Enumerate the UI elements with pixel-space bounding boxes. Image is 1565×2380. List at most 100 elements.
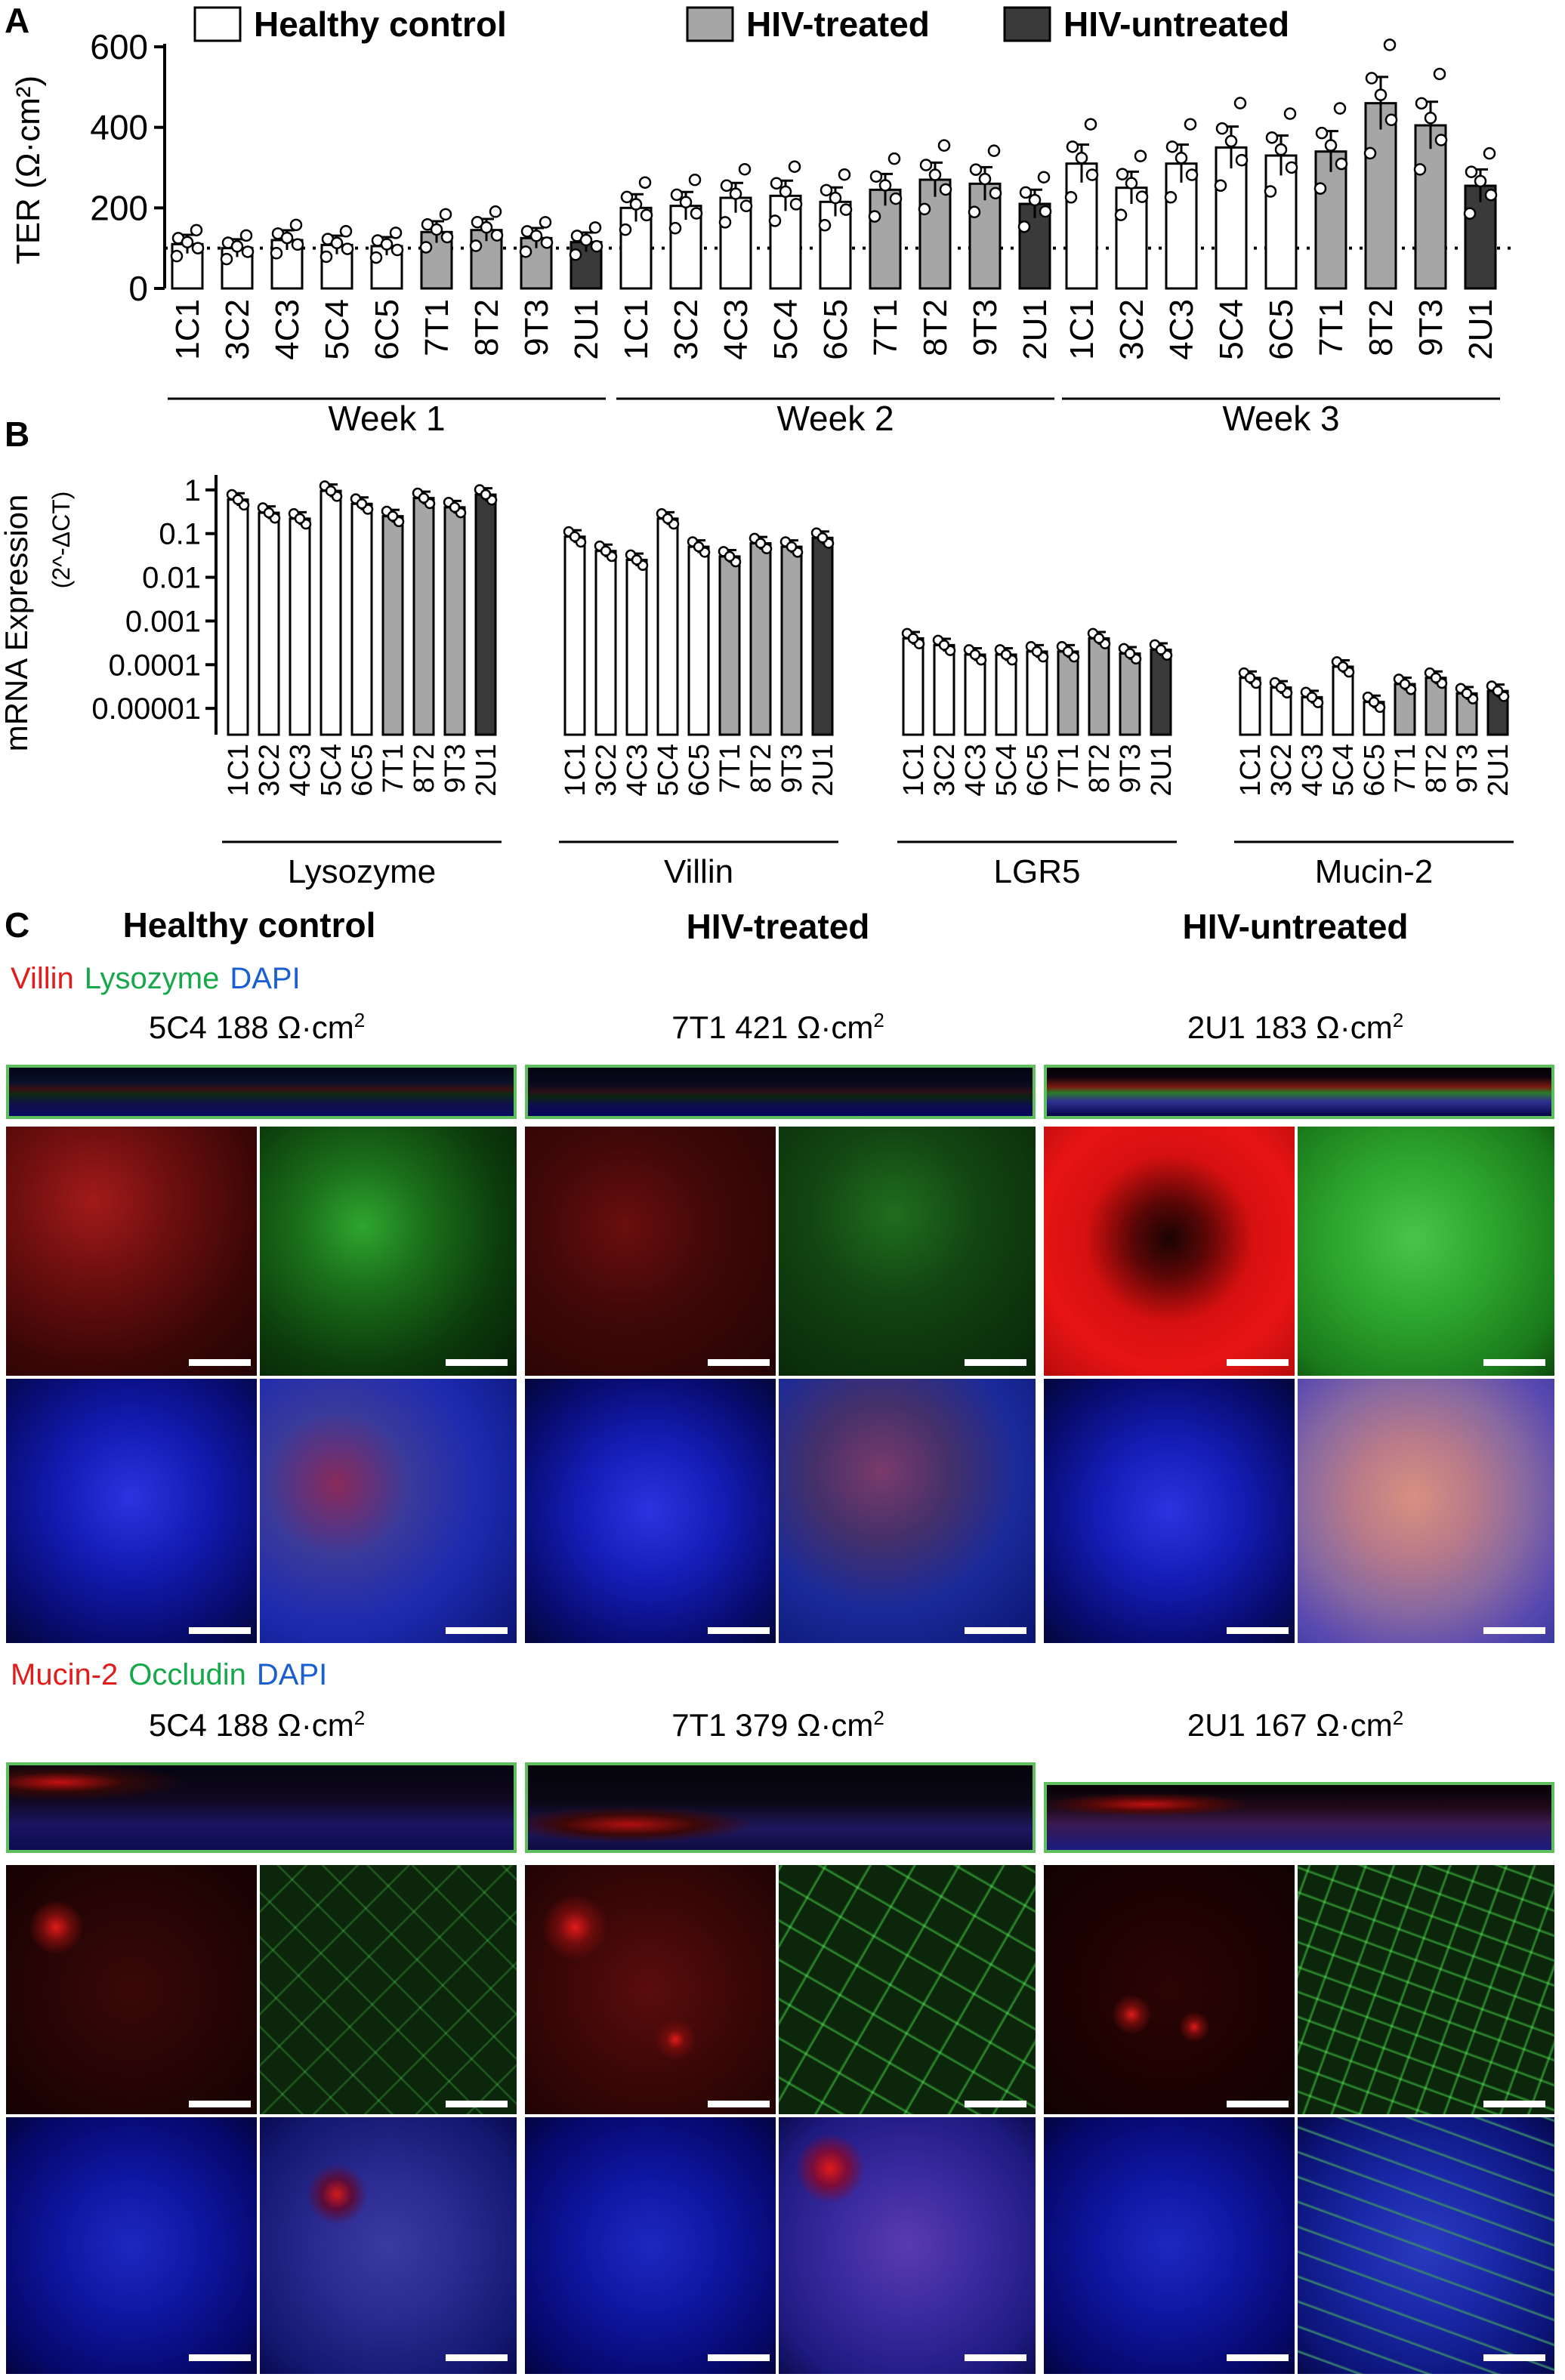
- data-point: [1424, 112, 1437, 125]
- data-point: [1285, 161, 1298, 174]
- data-point: [440, 230, 454, 244]
- group-title-hiv-treated: HIV-treated: [686, 907, 870, 946]
- data-point: [679, 196, 693, 208]
- villin-image-untreated: [1044, 1127, 1295, 1376]
- x-tick-label: 5C4: [767, 299, 804, 360]
- x-tick-label: 6C5: [347, 744, 378, 797]
- data-point: [280, 231, 294, 245]
- data-point: [230, 240, 244, 253]
- data-point: [1430, 672, 1442, 683]
- bar: [718, 555, 741, 736]
- data-point: [1062, 646, 1074, 658]
- data-point: [471, 215, 484, 229]
- bar: [933, 643, 955, 736]
- data-point: [820, 183, 833, 197]
- bar: [1364, 102, 1397, 290]
- panel-letter-c: C: [5, 905, 30, 945]
- group-title-healthy: Healthy control: [122, 905, 376, 945]
- scale-bar: [1483, 1359, 1545, 1366]
- data-point: [1039, 205, 1052, 218]
- data-point: [779, 185, 792, 199]
- x-tick-label: 9T3: [518, 299, 555, 356]
- x-tick-label: 5C4: [1328, 744, 1360, 797]
- ter-label-7t1: 7T1 421 Ω·cm2: [671, 1009, 884, 1045]
- bar: [1065, 162, 1098, 290]
- data-point: [919, 159, 933, 171]
- bar: [1215, 146, 1248, 290]
- scale-bar: [1227, 2101, 1289, 2107]
- data-point: [1093, 633, 1105, 644]
- data-point: [1474, 174, 1487, 188]
- data-point: [619, 223, 632, 236]
- data-point: [387, 510, 399, 522]
- data-point: [907, 633, 919, 644]
- x-tick-label: 7T1: [715, 744, 746, 793]
- bar: [1119, 652, 1141, 736]
- y-tick-label: 0.001: [125, 605, 201, 638]
- x-tick-label: 3C2: [1113, 299, 1150, 360]
- mucin2-image-treated: [525, 1865, 776, 2114]
- data-point: [1374, 88, 1388, 101]
- ter-label-5c4-set2: 5C4 188 Ω·cm2: [148, 1706, 366, 1743]
- x-tick-label: 2U1: [807, 744, 839, 797]
- data-point: [1019, 186, 1033, 199]
- merge-image-untreated: [1298, 1379, 1554, 1643]
- x-tick-label: 4C3: [1297, 744, 1329, 797]
- data-point: [1135, 190, 1149, 203]
- data-point: [289, 218, 303, 232]
- villin-image-healthy: [6, 1127, 257, 1376]
- x-tick-label: 8T2: [917, 299, 954, 356]
- scale-bar: [965, 2354, 1026, 2361]
- scale-bar: [446, 1627, 508, 1634]
- x-tick-label: 6C5: [817, 299, 854, 360]
- dapi-image-healthy: [6, 1379, 257, 1643]
- bar: [381, 515, 404, 736]
- data-point: [1324, 139, 1338, 152]
- bar: [1165, 162, 1198, 290]
- data-point: [1066, 140, 1079, 153]
- data-point: [480, 489, 492, 501]
- data-point: [829, 191, 842, 205]
- x-tick-label: 1C1: [1063, 299, 1100, 360]
- data-point: [720, 179, 733, 193]
- data-point: [356, 498, 368, 510]
- x-tick-label: 4C3: [285, 744, 316, 797]
- merge-image-healthy-2: [260, 2117, 517, 2374]
- data-point: [480, 220, 493, 234]
- occludin-image-healthy: [260, 1865, 517, 2114]
- x-tick-label: 5C4: [1213, 299, 1250, 360]
- data-point: [389, 227, 403, 239]
- data-point: [1465, 165, 1478, 178]
- panel-letter-b: B: [5, 415, 30, 454]
- data-point: [291, 238, 304, 251]
- scale-bar: [965, 2101, 1026, 2107]
- data-point: [1283, 107, 1297, 120]
- x-tick-label: 7T1: [867, 299, 904, 356]
- data-point: [600, 545, 612, 556]
- data-point: [390, 243, 404, 257]
- zstack-healthy-2: [6, 1762, 517, 1853]
- data-point: [369, 251, 383, 264]
- data-point: [1383, 39, 1397, 51]
- data-point: [1084, 118, 1097, 131]
- data-point: [638, 176, 652, 189]
- scale-bar: [189, 1627, 251, 1634]
- lysozyme-image-healthy: [260, 1127, 517, 1376]
- data-point: [239, 229, 253, 242]
- stain-villin: Villin: [11, 962, 74, 995]
- data-point: [1434, 134, 1448, 146]
- data-point: [889, 192, 903, 205]
- x-tick-label: 3C2: [668, 299, 705, 360]
- x-tick-label: 2U1: [471, 744, 502, 797]
- x-tick-label: 4C3: [1163, 299, 1200, 360]
- scale-bar: [189, 1359, 251, 1366]
- bar: [594, 550, 617, 736]
- data-point: [755, 538, 767, 549]
- x-tick-label: 9T3: [440, 744, 471, 793]
- data-point: [1031, 646, 1043, 658]
- data-point: [1265, 131, 1279, 144]
- stain-mucin2: Mucin-2: [11, 1658, 119, 1691]
- x-tick-label: 8T2: [745, 744, 777, 793]
- data-point: [1264, 185, 1277, 198]
- x-tick-label: 3C2: [1266, 744, 1298, 797]
